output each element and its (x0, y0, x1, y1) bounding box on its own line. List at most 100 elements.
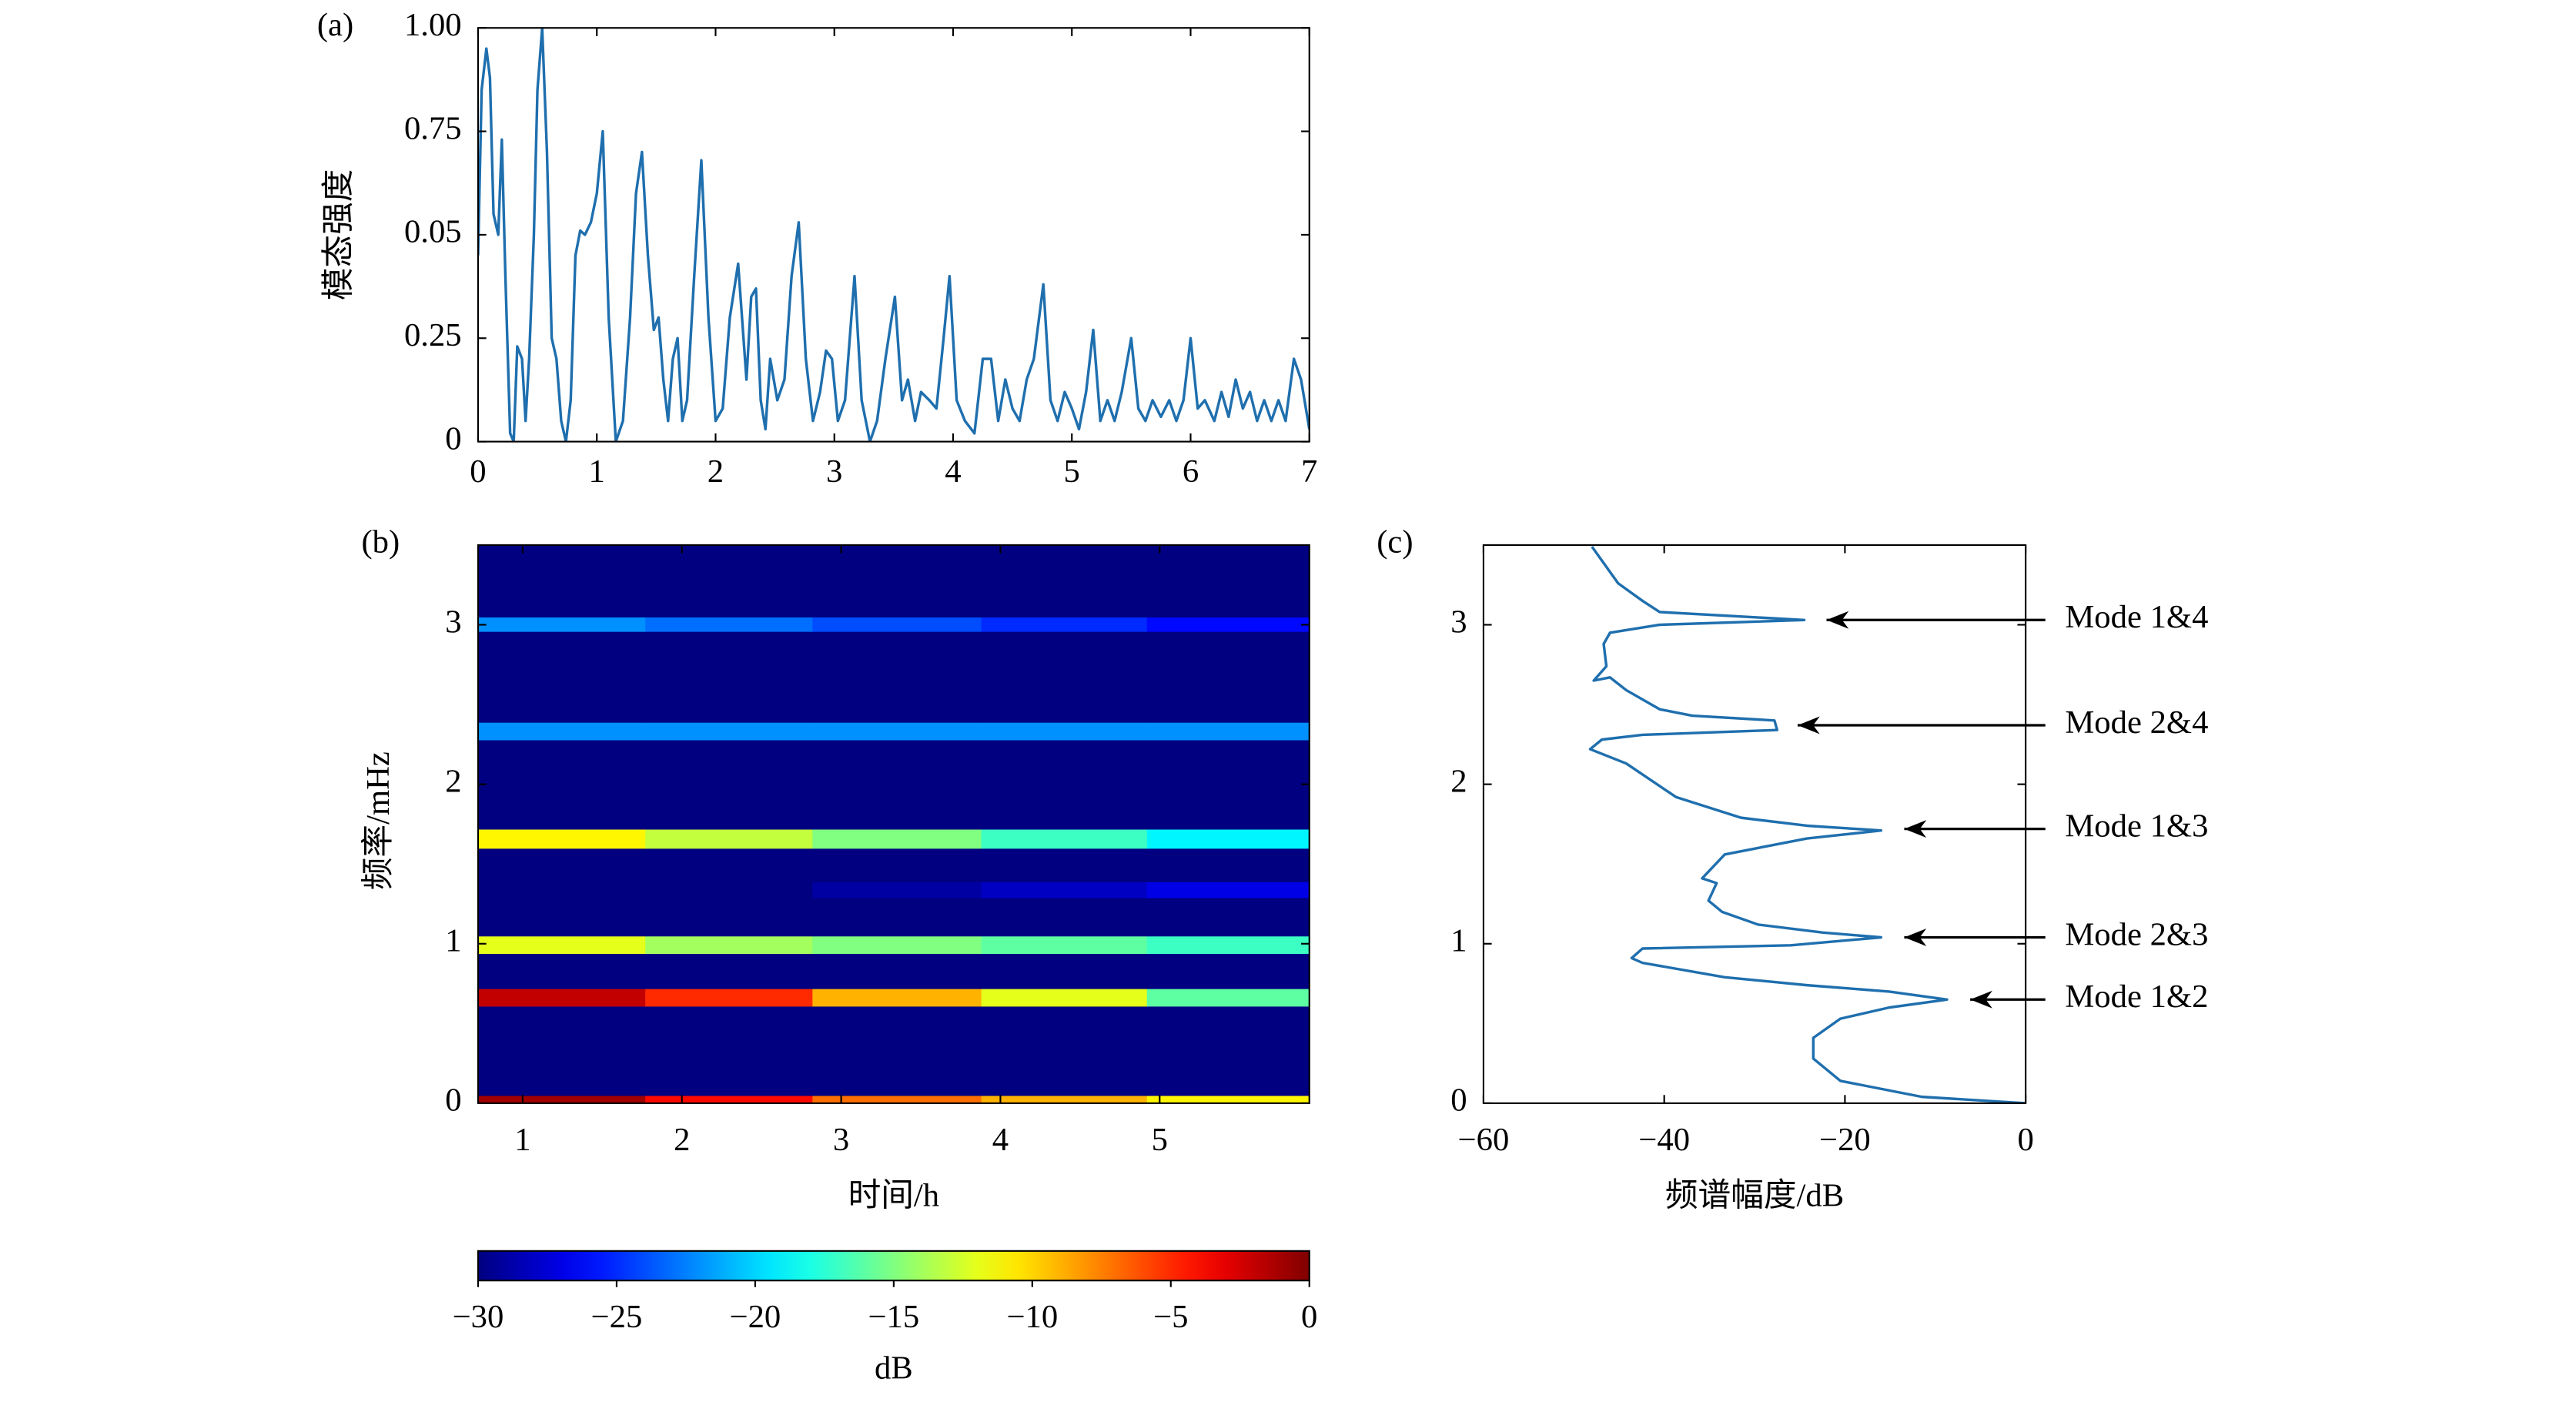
heat-cell (981, 881, 1148, 898)
axes-frame (1482, 544, 2027, 1104)
data-line (1588, 546, 2026, 1103)
x-tick-label: 0 (2017, 1122, 2033, 1158)
heat-cell (1146, 544, 1310, 617)
x-tick-label: −60 (1458, 1122, 1510, 1158)
heat-cell (981, 617, 1148, 632)
heat-cell (812, 848, 982, 882)
heat-cell (477, 828, 647, 849)
x-tick-label: −20 (1819, 1122, 1871, 1158)
x-tick-label: 3 (826, 453, 842, 490)
heat-cell (477, 544, 647, 617)
heat-cell (477, 1005, 647, 1096)
x-tick-label: 2 (708, 453, 724, 490)
heat-cell (1146, 721, 1310, 741)
heat-cell (812, 1005, 982, 1096)
plot-area (477, 28, 1310, 442)
panel-label: (b) (361, 524, 400, 560)
heat-cell (812, 739, 982, 830)
heat-cell (645, 721, 814, 741)
heat-cell (1146, 848, 1310, 882)
heat-cell (645, 631, 814, 723)
heat-cell (812, 631, 982, 723)
heat-cell (981, 828, 1148, 849)
annotation-label: Mode 1&4 (2065, 599, 2208, 635)
heat-cell (645, 739, 814, 830)
x-tick-label: −15 (868, 1299, 919, 1335)
heat-cell (645, 988, 814, 1007)
x-tick-label: 5 (1064, 453, 1080, 490)
heat-cell (981, 897, 1148, 937)
heat-cell (645, 1095, 814, 1103)
data-line (477, 28, 1310, 442)
heat-cell (981, 935, 1148, 955)
y-tick-label: 2 (445, 763, 461, 799)
heat-cell (477, 897, 647, 937)
x-tick-label: 6 (1183, 453, 1199, 490)
heat-cell (812, 935, 982, 955)
heat-cell (812, 721, 982, 741)
y-tick-label: 2 (1450, 763, 1467, 799)
colorbar-gradient (477, 1250, 1310, 1281)
x-tick-label: 0 (470, 453, 486, 490)
heat-cell (981, 721, 1148, 741)
heat-cell (1146, 1095, 1310, 1103)
heat-cell (981, 1005, 1148, 1096)
annotation-label: Mode 1&3 (2065, 808, 2208, 844)
heat-cell (645, 544, 814, 617)
x-tick-label: 4 (992, 1122, 1009, 1158)
heat-cell (812, 617, 982, 632)
x-axis-label: 频谱幅度/dB (1665, 1177, 1844, 1213)
x-tick-label: 3 (833, 1122, 849, 1158)
heat-cell (477, 953, 647, 989)
plot-area (1588, 546, 2026, 1103)
heat-cell (1146, 935, 1310, 955)
x-tick-label: −20 (730, 1299, 781, 1335)
y-tick-label: 0 (445, 420, 461, 457)
y-tick-label: 0 (445, 1082, 461, 1119)
y-tick-label: 1 (1450, 923, 1467, 959)
x-tick-label: −5 (1153, 1299, 1188, 1335)
heat-cell (645, 881, 814, 898)
panel-label: (a) (317, 7, 353, 43)
y-tick-label: 0.25 (404, 317, 462, 353)
x-tick-label: 7 (1301, 453, 1317, 490)
heat-cell (477, 617, 647, 632)
y-tick-label: 1.00 (404, 7, 462, 43)
heat-cell (645, 935, 814, 955)
heat-cell (981, 631, 1148, 723)
annotation-label: Mode 1&2 (2065, 979, 2208, 1015)
y-axis-label: 模态强度 (321, 169, 357, 301)
x-tick-label: −10 (1006, 1299, 1058, 1335)
heat-cell (1146, 953, 1310, 989)
x-tick-label: −30 (453, 1299, 504, 1335)
heat-cell (812, 881, 982, 898)
heat-cell (812, 544, 982, 617)
y-tick-label: 3 (445, 604, 461, 640)
x-tick-label: 1 (514, 1122, 530, 1158)
heat-cell (645, 848, 814, 882)
x-tick-label: 4 (945, 453, 961, 490)
annotation-label: Mode 2&4 (2065, 704, 2208, 741)
heat-cell (1146, 631, 1310, 723)
y-axis-label: 频率/mHz (360, 751, 396, 890)
y-tick-label: 3 (1450, 604, 1467, 640)
heat-cell (477, 1095, 647, 1103)
heat-cell (477, 935, 647, 955)
heat-cell (645, 828, 814, 849)
x-tick-label: −25 (591, 1299, 643, 1335)
y-tick-label: 0.75 (404, 110, 462, 146)
heat-cell (981, 544, 1148, 617)
x-axis-label: 时间/h (848, 1177, 940, 1213)
axes-frame (477, 544, 1310, 1104)
heat-cell (981, 988, 1148, 1007)
heat-cell (981, 739, 1148, 830)
x-axis-label: dB (875, 1350, 913, 1386)
heat-cell (477, 848, 647, 882)
y-tick-label: 1 (445, 923, 461, 959)
heat-cell (477, 881, 647, 898)
heat-cell (812, 988, 982, 1007)
y-tick-label: 0 (1450, 1082, 1467, 1119)
x-tick-label: 1 (589, 453, 605, 490)
heat-cell (981, 848, 1148, 882)
